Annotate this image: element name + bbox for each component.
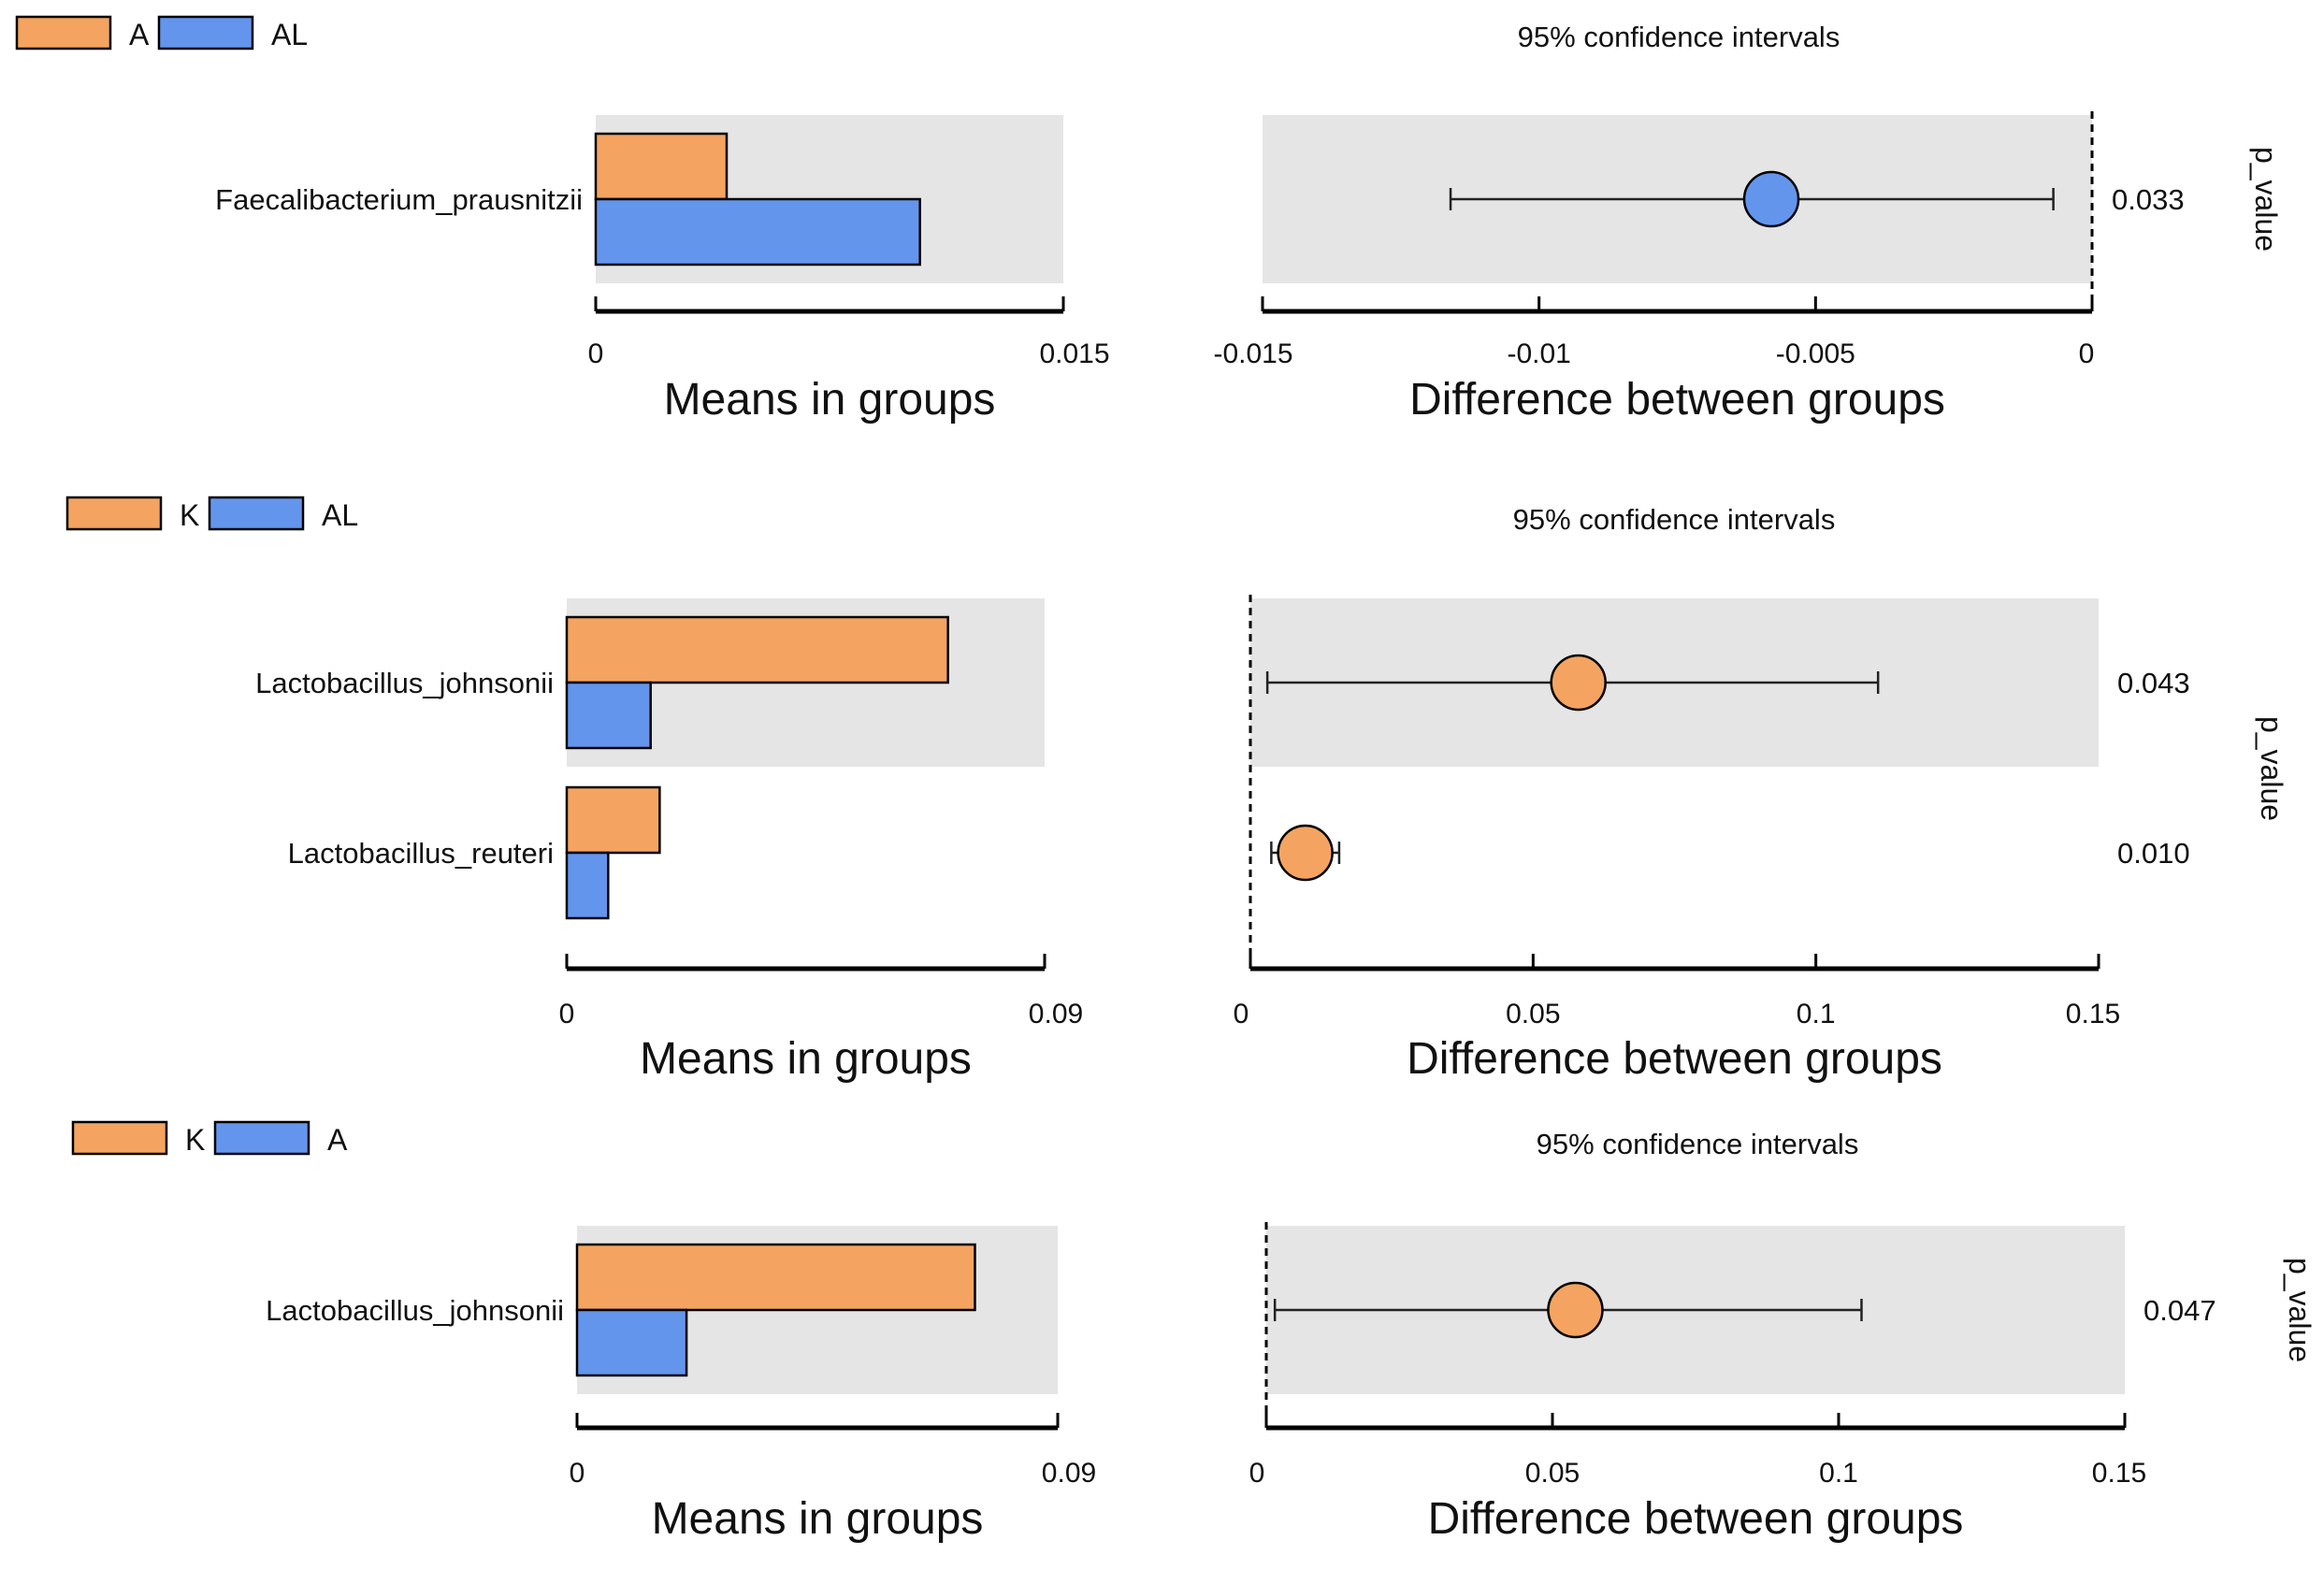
legend-label: AL [322, 498, 358, 532]
means-axis-title: Means in groups [640, 1034, 972, 1084]
difference-tick-label: 0.1 [1797, 999, 1836, 1029]
legend-label: K [180, 498, 199, 532]
p-value-axis-title: p_value [2283, 1258, 2317, 1362]
means-panel: Lactobacillus_johnsonii 0 0.09 Means in gro… [266, 1226, 1096, 1544]
difference-tick-label: 0.15 [2092, 1458, 2146, 1489]
ci-title: 95% confidence intervals [1513, 503, 1836, 536]
legend-swatch-a [15, 15, 112, 50]
estimate-point-1 [1547, 1281, 1604, 1339]
means-tick-label: 0.015 [1039, 338, 1109, 369]
p-value-axis-title: p_value [2249, 147, 2283, 252]
category-label: Lactobacillus_reuteri [288, 837, 554, 870]
difference-tick-label: 0.05 [1506, 999, 1560, 1029]
p-value-axis-title: p_value [2255, 716, 2288, 821]
bar-k-1 [575, 1243, 976, 1312]
category-label: Faecalibacterium_prausnitzii [215, 183, 583, 216]
ci-title: 95% confidence intervals [1518, 21, 1840, 53]
means-panel: Lactobacillus_johnsonii Lactobacillus_reu… [255, 598, 1083, 1084]
bar-k-2 [565, 785, 661, 855]
p-value-label: 0.033 [2112, 183, 2185, 216]
means-tick-label: 0.09 [1042, 1458, 1096, 1489]
means-panel: Faecalibacterium_prausnitzii 0 0.015 Means … [215, 115, 1110, 425]
means-tick-label: 0 [570, 1458, 585, 1489]
legend-swatch-al [208, 496, 305, 531]
stamp-panel-1: A AL 95% confidence intervals Faecalibacter… [15, 15, 2283, 425]
p-value-label: 0.047 [2144, 1294, 2216, 1327]
means-axis-title: Means in groups [664, 375, 996, 425]
difference-axis-title: Difference between groups [1409, 375, 1945, 425]
bar-al-1 [565, 681, 652, 750]
legend-swatch-a [213, 1120, 310, 1156]
legend: A AL [15, 15, 308, 51]
legend: K AL [65, 496, 358, 532]
legend-label: A [129, 18, 150, 51]
difference-tick-label: 0 [1249, 1458, 1265, 1489]
legend-swatch-k [65, 496, 163, 531]
difference-tick-label: 0 [1234, 999, 1249, 1029]
difference-tick-label: 0.1 [1819, 1458, 1858, 1489]
p-value-label: 0.043 [2117, 667, 2190, 699]
legend-label: AL [271, 18, 308, 51]
p-value-label: 0.010 [2117, 837, 2190, 870]
difference-tick-label: -0.01 [1507, 338, 1570, 369]
bar-al-2 [565, 851, 610, 920]
bar-k-1 [565, 615, 949, 684]
difference-tick-label: -0.015 [1213, 338, 1292, 369]
bar-a-1 [594, 132, 729, 201]
legend-swatch-k [71, 1120, 168, 1156]
difference-panel: 0.033 -0.015 -0.01 -0.005 0 Difference betwee… [1213, 111, 2185, 425]
difference-axis-title: Difference between groups [1407, 1034, 1942, 1084]
ci-title: 95% confidence intervals [1537, 1128, 1859, 1160]
legend-label: A [327, 1123, 348, 1157]
estimate-point-2 [1277, 824, 1334, 882]
difference-tick-label: 0 [2079, 338, 2095, 369]
legend-label: K [185, 1123, 205, 1157]
difference-tick-label: -0.005 [1776, 338, 1855, 369]
difference-tick-label: 0.15 [2066, 999, 2120, 1029]
difference-axis-title: Difference between groups [1428, 1494, 1964, 1544]
means-tick-label: 0 [559, 999, 575, 1029]
difference-panel: 0.043 0.010 0 0.05 0.1 0.15 Difference between… [1234, 595, 2190, 1084]
estimate-point-1 [1550, 654, 1607, 712]
bar-a-1 [575, 1308, 688, 1377]
estimate-point-1 [1742, 170, 1800, 228]
difference-tick-label: 0.05 [1525, 1458, 1580, 1489]
stamp-panel-3: K A 95% confidence intervalsLactobacillus_… [71, 1120, 2317, 1544]
category-label: Lactobacillus_johnsonii [266, 1294, 564, 1327]
category-label: Lactobacillus_johnsonii [255, 667, 554, 699]
means-tick-label: 0 [588, 338, 604, 369]
difference-panel: 0.047 0 0.05 0.1 0.15 Difference between grou… [1249, 1222, 2216, 1544]
stamp-panel-2: K AL 95% confidence intervals Lactobacillus… [65, 496, 2288, 1084]
means-tick-label: 0.09 [1029, 999, 1083, 1029]
bar-al-1 [594, 197, 921, 266]
means-axis-title: Means in groups [652, 1494, 984, 1544]
legend-swatch-al [157, 15, 254, 50]
